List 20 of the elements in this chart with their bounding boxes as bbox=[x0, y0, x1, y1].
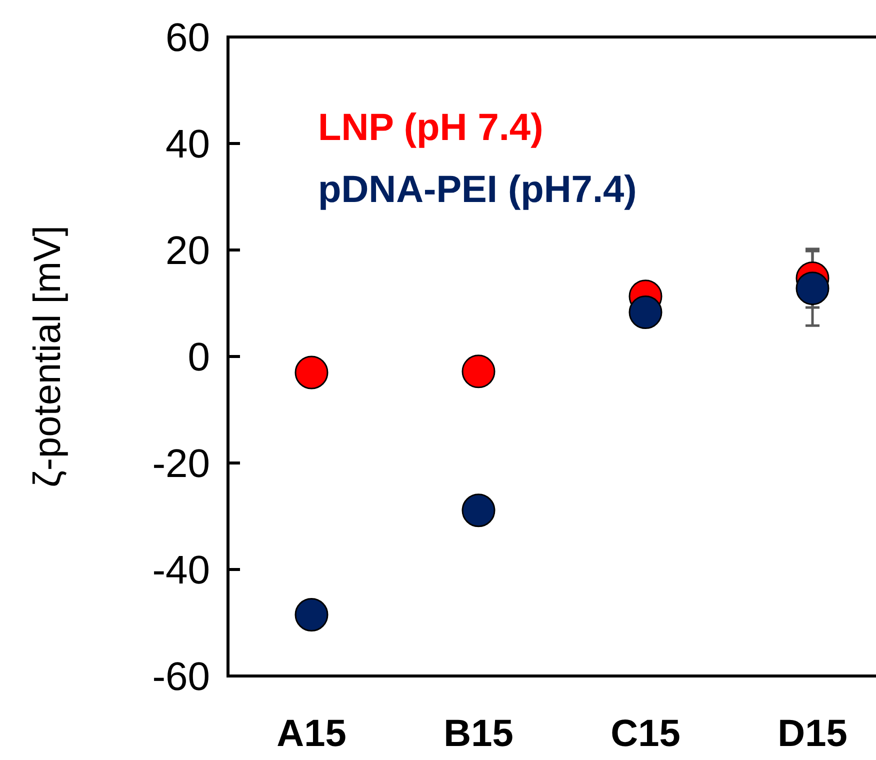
y-tick-label: 20 bbox=[166, 229, 210, 273]
point bbox=[462, 354, 496, 388]
y-tick-label: -40 bbox=[152, 548, 210, 592]
x-tick-label: C15 bbox=[610, 713, 680, 755]
y-axis-title: ζ-potential [mV] bbox=[27, 226, 69, 488]
y-tick-label: 60 bbox=[166, 16, 210, 60]
x-tick-label: B15 bbox=[444, 713, 514, 755]
text: LNP (pH 7.4) bbox=[318, 107, 544, 149]
point bbox=[462, 494, 496, 528]
y-tick-label: 40 bbox=[166, 122, 210, 166]
point bbox=[628, 296, 662, 330]
x-tick-label: D15 bbox=[778, 713, 848, 755]
point bbox=[796, 272, 830, 306]
x-tick-label: A15 bbox=[276, 713, 346, 755]
y-tick-label: 0 bbox=[188, 336, 210, 380]
y-tick-label: -60 bbox=[152, 655, 210, 699]
point bbox=[294, 356, 328, 390]
text: pDNA-PEI (pH7.4) bbox=[318, 169, 637, 211]
y-tick-label: -20 bbox=[152, 442, 210, 486]
point bbox=[294, 598, 328, 632]
